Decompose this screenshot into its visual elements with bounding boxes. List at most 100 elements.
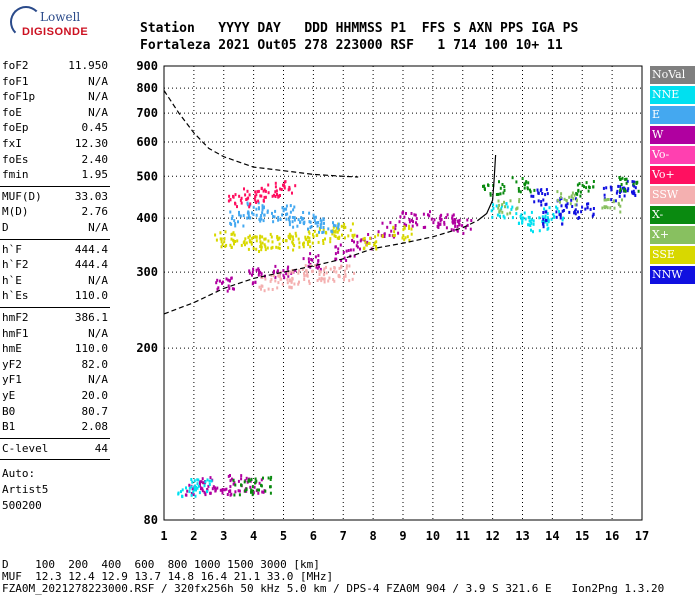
echo-point (540, 200, 543, 204)
echo-point (633, 184, 636, 188)
echo-point (304, 235, 307, 239)
echo-point (443, 220, 446, 224)
echo-point (368, 241, 371, 245)
echo-point (363, 236, 366, 240)
echo-point (623, 194, 626, 198)
echo-point (202, 481, 205, 485)
echo-point (318, 277, 321, 281)
echo-point (313, 229, 316, 233)
param-name: B0 (2, 404, 16, 418)
echo-point (226, 493, 229, 496)
echo-point (415, 217, 418, 221)
echo-point (464, 226, 467, 230)
echo-point (246, 203, 249, 207)
echo-point (260, 478, 263, 482)
echo-point (279, 194, 281, 197)
echo-point (383, 232, 386, 236)
param-divider (0, 185, 110, 187)
echo-point (405, 223, 408, 227)
echo-point (258, 488, 260, 492)
param-row-d: D N/A (2, 221, 108, 235)
echo-point (203, 484, 206, 488)
echo-point (319, 226, 322, 229)
echo-point (262, 199, 265, 202)
echo-point (251, 490, 254, 494)
echo-point (334, 230, 337, 234)
echo-point (282, 209, 285, 213)
station-header: Station YYYY DAY DDD HHMMSS P1 FFS S AXN… (140, 20, 578, 54)
echo-point (248, 479, 251, 483)
param-row-hf: h`F 444.4 (2, 243, 108, 257)
echo-point (366, 240, 369, 244)
echo-point (576, 183, 579, 187)
echo-point (288, 185, 291, 189)
echo-point (546, 219, 549, 223)
echo-point (394, 224, 397, 227)
echo-point (234, 240, 237, 243)
echo-point (271, 211, 273, 215)
echo-point (332, 278, 335, 281)
echo-point (553, 215, 556, 219)
echo-point (521, 177, 524, 180)
echo-point (619, 187, 622, 191)
echo-point (211, 487, 214, 491)
echo-point (520, 213, 523, 217)
param-row-b1: B1 2.08 (2, 420, 108, 434)
echo-point (225, 487, 228, 491)
echo-point (233, 493, 236, 497)
echo-point (267, 183, 270, 187)
echo-point (318, 269, 321, 273)
echo-trace-x (232, 475, 273, 497)
echo-point (256, 190, 259, 194)
echo-point (300, 216, 303, 220)
echo-point (295, 234, 298, 238)
echo-point (223, 488, 226, 492)
echo-point (351, 239, 354, 242)
echo-point (356, 245, 359, 249)
echo-point (568, 195, 571, 199)
echo-point (260, 187, 263, 191)
echo-point (227, 199, 230, 203)
echo-point (340, 264, 343, 268)
param-name: yF1 (2, 373, 22, 387)
echo-point (462, 231, 465, 235)
y-tick-label: 800 (136, 81, 158, 95)
echo-point (364, 240, 367, 244)
echo-point (619, 210, 622, 214)
echo-point (621, 198, 623, 202)
echo-point (255, 201, 258, 204)
echo-point (422, 212, 425, 216)
echo-point (252, 267, 255, 271)
echo-point (259, 234, 262, 238)
echo-point (452, 213, 455, 217)
echo-point (274, 190, 277, 194)
echo-point (503, 188, 506, 192)
echo-point (282, 273, 285, 277)
param-name: fmin (2, 168, 29, 182)
echo-point (497, 206, 500, 210)
echo-point (233, 242, 235, 246)
echo-point (483, 184, 486, 188)
echo-point (257, 273, 260, 277)
echo-point (306, 273, 309, 276)
echo-point (323, 221, 325, 225)
echo-point (228, 279, 231, 283)
legend-item-ssw: SSW (650, 186, 695, 204)
echo-point (585, 181, 588, 185)
echo-point (230, 217, 233, 221)
echo-point (457, 219, 460, 223)
x-tick-label: 11 (456, 529, 470, 543)
echo-point (290, 285, 293, 289)
echo-point (274, 279, 277, 283)
echo-point (283, 276, 286, 280)
echo-point (216, 486, 219, 490)
echo-point (343, 222, 346, 226)
echo-point (318, 273, 321, 276)
echo-point (242, 214, 245, 218)
y-tick-label: 300 (136, 265, 158, 279)
echo-point (254, 280, 257, 284)
echo-point (230, 222, 233, 226)
echo-point (191, 480, 194, 484)
echo-point (343, 275, 345, 279)
echo-point (223, 237, 226, 241)
